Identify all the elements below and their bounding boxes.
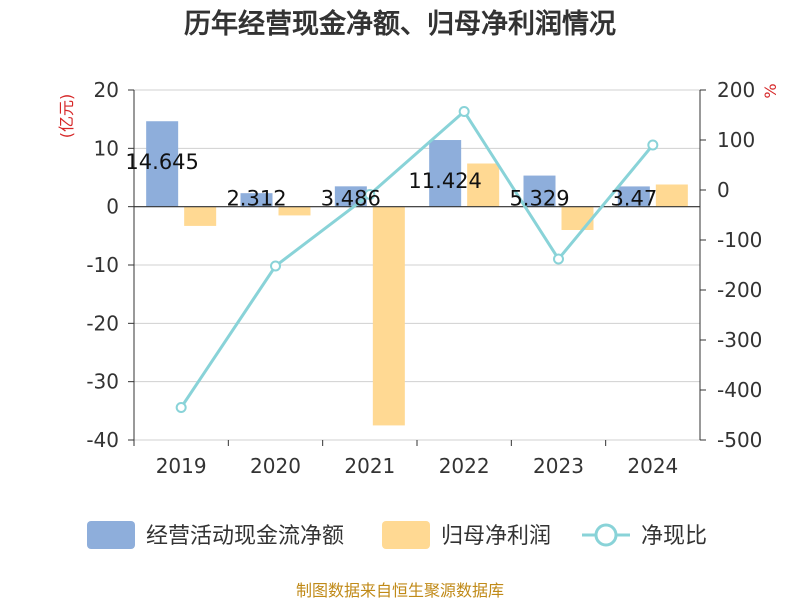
- legend: 经营活动现金流净额 归母净利润 净现比: [87, 521, 707, 549]
- left-axis-tick-label: -40: [86, 428, 119, 452]
- right-axis-tick-label: -400: [717, 378, 762, 402]
- right-axis-unit: %: [761, 83, 780, 98]
- x-axis-tick-label: 2022: [439, 454, 490, 478]
- ratio-point: [553, 253, 564, 265]
- bar-profit: [372, 206, 405, 426]
- legend-swatch-cashflow: [87, 521, 135, 549]
- x-axis-tick-label: 2019: [156, 454, 207, 478]
- bar-data-label: 3.47: [610, 187, 657, 211]
- x-axis-tick-label: 2020: [250, 454, 301, 478]
- right-axis-tick-label: -500: [717, 428, 762, 452]
- bar-data-label: 3.486: [321, 187, 381, 211]
- data-source: 制图数据来自恒生聚源数据库: [296, 581, 504, 600]
- x-axis-tick-label: 2021: [344, 454, 395, 478]
- bar-cashflow: [429, 140, 462, 207]
- ratio-point: [270, 260, 281, 272]
- bar-data-label: 5.329: [509, 187, 569, 211]
- right-axis-tick-label: -300: [717, 328, 762, 352]
- x-axis-tick-label: 2023: [533, 454, 584, 478]
- legend-label-profit: 归母净利润: [441, 524, 551, 549]
- bar-data-label: 14.645: [125, 150, 198, 174]
- left-axis-tick-label: -30: [86, 370, 119, 394]
- ratio-point: [647, 139, 659, 151]
- legend-label-ratio: 净现比: [641, 524, 707, 549]
- bar-profit: [184, 206, 217, 226]
- right-axis-tick-label: -100: [717, 228, 762, 252]
- left-axis-unit: (亿元): [57, 94, 76, 139]
- right-axis-tick-label: 200: [717, 78, 755, 102]
- legend-label-cashflow: 经营活动现金流净额: [146, 524, 344, 549]
- left-axis-tick-label: -10: [86, 253, 119, 277]
- bar-profit: [467, 163, 500, 207]
- bar-profit: [655, 184, 688, 207]
- right-axis-tick-label: -200: [717, 278, 762, 302]
- ratio-point: [175, 402, 187, 413]
- bar-data-label: 2.312: [226, 187, 286, 211]
- chart-title: 历年经营现金净额、归母净利润情况: [184, 8, 616, 40]
- ratio-point: [458, 106, 470, 117]
- bar-profit: [278, 206, 311, 216]
- bar-cashflow: [617, 186, 650, 207]
- right-axis-tick-label: 0: [717, 178, 730, 202]
- legend-marker-ratio: [594, 523, 618, 547]
- left-axis-tick-label: -20: [86, 311, 119, 335]
- ratio-point: [364, 189, 376, 200]
- ratio-line: [179, 109, 654, 409]
- left-axis-tick-label: 10: [94, 136, 119, 160]
- bar-cashflow: [240, 193, 273, 207]
- right-axis-tick-label: 100: [717, 128, 755, 152]
- legend-swatch-profit: [382, 521, 430, 549]
- left-axis-tick-label: 0: [106, 195, 119, 219]
- x-axis-tick-label: 2024: [627, 454, 678, 478]
- bar-cashflow: [523, 175, 556, 207]
- bar-cashflow: [146, 121, 179, 207]
- bar-data-label: 11.424: [408, 169, 481, 193]
- left-axis-tick-label: 20: [94, 78, 119, 102]
